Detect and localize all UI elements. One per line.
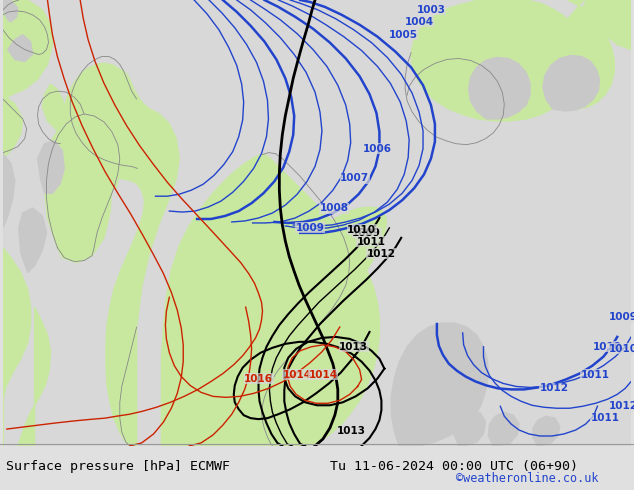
Polygon shape: [8, 35, 32, 61]
Polygon shape: [44, 119, 112, 263]
Polygon shape: [611, 0, 631, 20]
Polygon shape: [64, 63, 179, 446]
Text: 1011: 1011: [581, 369, 610, 380]
Polygon shape: [162, 154, 379, 446]
Text: Tu 11-06-2024 00:00 UTC (06+90): Tu 11-06-2024 00:00 UTC (06+90): [330, 460, 578, 473]
Polygon shape: [19, 208, 46, 272]
Text: 1016: 1016: [244, 373, 273, 384]
Polygon shape: [543, 55, 599, 111]
Text: 1013: 1013: [337, 426, 366, 436]
Text: ©weatheronline.co.uk: ©weatheronline.co.uk: [456, 472, 599, 485]
Text: 1010: 1010: [609, 344, 634, 354]
Text: 1012: 1012: [367, 248, 396, 259]
Text: 1011: 1011: [591, 413, 620, 423]
Text: 1010: 1010: [347, 225, 376, 235]
Text: 1004: 1004: [404, 17, 434, 27]
Text: 1014: 1014: [283, 369, 312, 380]
Polygon shape: [102, 159, 120, 193]
Text: 1012: 1012: [540, 384, 568, 393]
Text: 1008: 1008: [320, 203, 348, 213]
Text: 1010: 1010: [593, 342, 622, 352]
Polygon shape: [3, 0, 18, 22]
Polygon shape: [37, 141, 64, 193]
Polygon shape: [3, 0, 53, 99]
Polygon shape: [583, 0, 631, 49]
Polygon shape: [411, 0, 581, 121]
Polygon shape: [42, 84, 72, 139]
Text: 1013: 1013: [339, 342, 368, 352]
Text: 1011: 1011: [357, 237, 386, 247]
Text: 1003: 1003: [417, 5, 446, 15]
Text: 1009: 1009: [295, 223, 325, 233]
Polygon shape: [533, 416, 560, 446]
Polygon shape: [18, 307, 51, 446]
Text: 1006: 1006: [363, 144, 392, 154]
Polygon shape: [391, 323, 488, 446]
Polygon shape: [276, 207, 386, 446]
Text: 1009: 1009: [352, 228, 381, 238]
Polygon shape: [3, 153, 15, 228]
Text: 1009: 1009: [609, 312, 634, 322]
Text: Surface pressure [hPa] ECMWF: Surface pressure [hPa] ECMWF: [6, 460, 230, 473]
Text: 1007: 1007: [340, 173, 369, 183]
Polygon shape: [469, 57, 530, 119]
Polygon shape: [3, 248, 30, 446]
Polygon shape: [543, 0, 614, 109]
Text: 1014: 1014: [308, 369, 337, 380]
Polygon shape: [3, 94, 23, 159]
Text: 1012: 1012: [609, 401, 634, 411]
Text: 1005: 1005: [389, 30, 418, 40]
Polygon shape: [454, 410, 486, 446]
Polygon shape: [488, 412, 519, 446]
